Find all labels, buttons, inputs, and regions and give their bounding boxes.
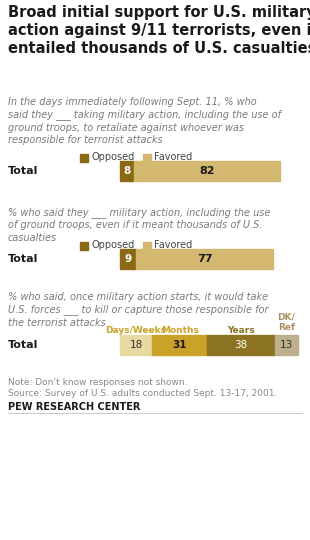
Text: 77: 77 xyxy=(197,254,212,264)
Text: Total: Total xyxy=(8,166,38,176)
Bar xyxy=(80,154,88,162)
Text: Source: Survey of U.S. adults conducted Sept. 13-17, 2001.: Source: Survey of U.S. adults conducted … xyxy=(8,389,277,398)
Text: % who said they ___ military action, including the use
of ground troops, even if: % who said they ___ military action, inc… xyxy=(8,207,270,242)
Text: 18: 18 xyxy=(129,340,143,350)
Text: Total: Total xyxy=(8,340,38,350)
Text: Favored: Favored xyxy=(154,152,192,163)
Text: Months: Months xyxy=(161,326,199,335)
Text: PEW RESEARCH CENTER: PEW RESEARCH CENTER xyxy=(8,402,140,412)
Text: 13: 13 xyxy=(280,340,293,350)
Bar xyxy=(275,335,298,355)
Bar xyxy=(120,249,136,269)
Text: Days/Weeks: Days/Weeks xyxy=(105,326,166,335)
Bar xyxy=(80,242,88,250)
Text: 31: 31 xyxy=(172,340,187,350)
Text: 82: 82 xyxy=(199,166,215,176)
Bar xyxy=(143,242,151,250)
Text: Broad initial support for U.S. military
action against 9/11 terrorists, even if : Broad initial support for U.S. military … xyxy=(8,5,310,56)
Bar xyxy=(152,335,207,355)
Text: Opposed: Opposed xyxy=(91,240,134,251)
Bar xyxy=(120,335,152,355)
Text: 38: 38 xyxy=(234,340,248,350)
Text: Note: Don’t know responses not shown.: Note: Don’t know responses not shown. xyxy=(8,378,188,387)
Bar xyxy=(134,161,280,181)
Text: DK/
Ref: DK/ Ref xyxy=(277,313,295,332)
Bar xyxy=(207,335,275,355)
Text: Total: Total xyxy=(8,254,38,264)
Text: Years: Years xyxy=(227,326,255,335)
Text: In the days immediately following Sept. 11, % who
said they ___ taking military : In the days immediately following Sept. … xyxy=(8,97,281,145)
Text: 8: 8 xyxy=(123,166,131,176)
Text: Favored: Favored xyxy=(154,240,192,251)
Bar xyxy=(136,249,273,269)
Text: 9: 9 xyxy=(124,254,131,264)
Text: % who said, once military action starts, it would take
U.S. forces ___ to kill o: % who said, once military action starts,… xyxy=(8,292,268,328)
Text: Opposed: Opposed xyxy=(91,152,134,163)
Bar xyxy=(120,161,134,181)
Bar xyxy=(143,154,151,162)
